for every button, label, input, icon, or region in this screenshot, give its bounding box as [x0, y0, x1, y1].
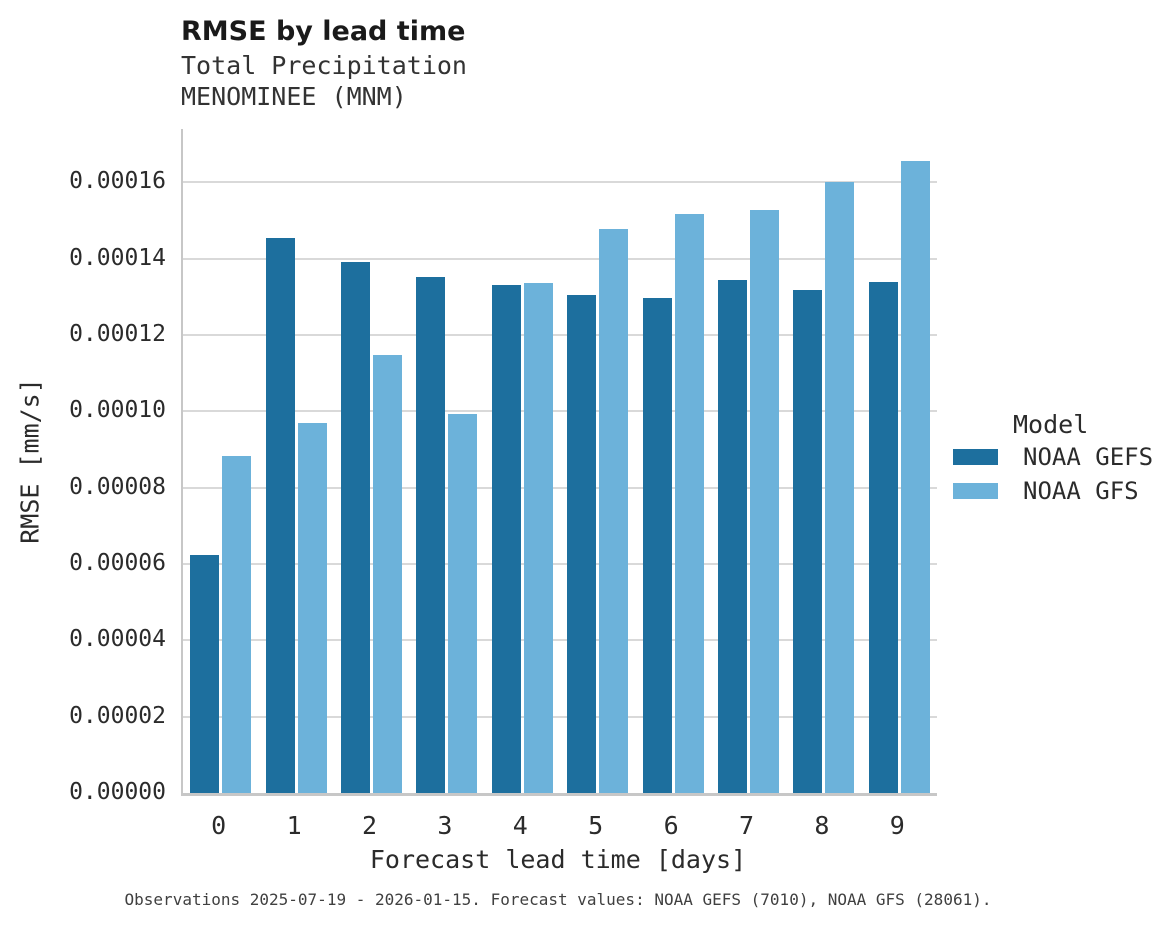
x-tick-label-9: 9 — [889, 811, 905, 840]
legend: Model NOAA GEFS NOAA GFS — [953, 410, 1153, 517]
bar-noaa-gfs-lead-7 — [750, 209, 779, 793]
bar-noaa-gfs-lead-9 — [900, 161, 930, 793]
bar-noaa-gfs-lead-4 — [523, 282, 553, 793]
y-tick-label-0.00010: 0.00010 — [69, 397, 166, 424]
y-tick-label-0.00016: 0.00016 — [69, 168, 166, 195]
y-tick-label-0.00000: 0.00000 — [69, 779, 166, 805]
bar-noaa-gefs-lead-8 — [793, 290, 823, 793]
bar-noaa-gfs-lead-1 — [297, 422, 327, 793]
gridline-0.00012 — [183, 334, 937, 337]
y-tick-label-0.00012: 0.00012 — [69, 321, 166, 348]
bar-noaa-gefs-lead-6 — [642, 298, 672, 793]
chart-subtitle-line-2: MENOMINEE (MNM) — [181, 82, 407, 111]
y-tick-label-0.00008: 0.00008 — [69, 473, 166, 500]
x-tick-label-2: 2 — [361, 811, 378, 840]
bar-noaa-gfs-lead-0 — [222, 456, 252, 793]
gridline-0.00004 — [183, 639, 937, 642]
chart-subtitle-line-1: Total Precipitation — [181, 51, 467, 80]
x-tick-label-8: 8 — [814, 811, 830, 840]
x-tick-label-4: 4 — [512, 811, 528, 840]
y-tick-label-0.00014: 0.00014 — [69, 244, 166, 271]
y-tick-label-0.00004: 0.00004 — [69, 626, 166, 653]
bar-noaa-gefs-lead-2 — [341, 261, 370, 793]
legend-swatch-icon — [953, 483, 998, 499]
legend-label: NOAA GEFS — [1023, 443, 1154, 471]
legend-items: NOAA GEFS NOAA GFS — [953, 443, 1153, 505]
caption: Observations 2025-07-19 - 2026-01-15. Fo… — [124, 890, 992, 909]
y-axis-label: RMSE [mm/s] — [15, 378, 45, 544]
bar-noaa-gefs-lead-9 — [868, 281, 898, 793]
gridline-0.00016 — [183, 181, 937, 184]
bar-noaa-gefs-lead-0 — [190, 554, 220, 793]
gridline-0.00002 — [183, 715, 937, 718]
legend-swatch-icon — [953, 449, 998, 465]
legend-item-noaa-gefs: NOAA GEFS — [953, 443, 1153, 471]
y-tick-label-0.00006: 0.00006 — [69, 550, 166, 577]
x-tick-label-1: 1 — [286, 811, 302, 840]
bar-noaa-gefs-lead-1 — [265, 237, 295, 793]
x-tick-label-5: 5 — [588, 811, 604, 840]
gridline-0.00010 — [183, 410, 937, 413]
gridline-0.00014 — [183, 257, 937, 260]
bar-noaa-gefs-lead-3 — [416, 277, 446, 793]
bar-noaa-gfs-lead-6 — [674, 214, 704, 793]
x-tick-label-6: 6 — [663, 811, 679, 840]
x-tick-label-0: 0 — [211, 811, 227, 840]
x-axis-label: Forecast lead time [days] — [369, 845, 747, 874]
legend-label: NOAA GFS — [1023, 477, 1139, 505]
bar-noaa-gefs-lead-7 — [718, 279, 747, 793]
bar-noaa-gefs-lead-4 — [491, 284, 521, 793]
bar-noaa-gfs-lead-2 — [373, 355, 402, 793]
bar-noaa-gfs-lead-5 — [599, 228, 629, 793]
bar-noaa-gfs-lead-8 — [825, 182, 855, 793]
legend-title: Model — [1013, 410, 1089, 439]
gridline-0.00008 — [183, 486, 937, 489]
plot-area — [181, 129, 937, 796]
chart-title: RMSE by lead time — [181, 16, 466, 47]
y-tick-label-0.00002: 0.00002 — [69, 702, 166, 729]
legend-item-noaa-gfs: NOAA GFS — [953, 477, 1153, 505]
x-tick-label-7: 7 — [738, 811, 755, 840]
bar-noaa-gfs-lead-3 — [448, 414, 478, 793]
x-tick-label-3: 3 — [437, 811, 453, 840]
bar-noaa-gefs-lead-5 — [567, 295, 597, 793]
gridline-0.00006 — [183, 563, 937, 566]
